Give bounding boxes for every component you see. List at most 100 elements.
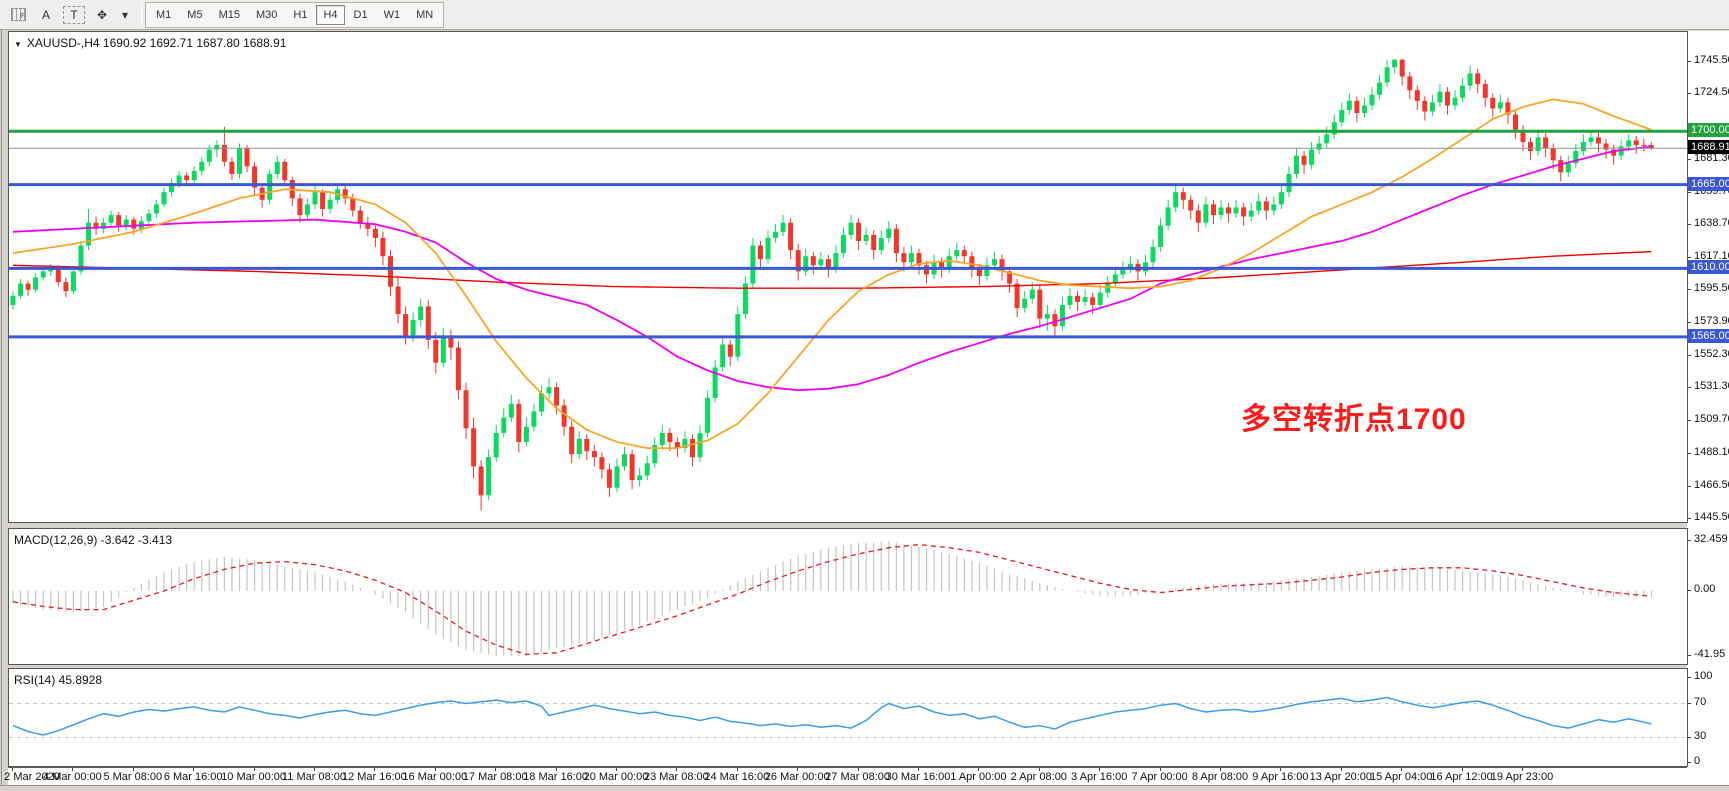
toolbar-separator [141,2,142,27]
main-chart-panel[interactable]: ▼ XAUUSD-,H4 1690.92 1692.71 1687.80 1688… [8,31,1688,523]
time-tick-mark [1401,768,1403,771]
time-tick-label: 27 Mar 08:00 [825,771,891,783]
time-tick-label: 5 Mar 08:00 [103,771,163,783]
time-axis[interactable]: 2 Mar 2020 4 Mar 00:00 5 Mar 08:00 6 Mar 16… [4,767,1687,785]
axis-tick-mark [1687,517,1691,519]
cursor-pointer-icon[interactable]: A [41,7,50,22]
dropdown-caret-icon[interactable]: ▾ [121,7,129,22]
time-tick-mark [555,768,557,771]
timeframe-button-M30[interactable]: M30 [255,8,278,21]
axis-tick-mark [1687,223,1691,225]
window-bottom-border [0,785,1729,791]
level-price-badge: 1610.00 [1688,260,1729,275]
timeframe-button-M1[interactable]: M1 [156,8,172,21]
time-tick-label: 2 Mar 2020 [4,771,60,783]
rsi-chart[interactable] [9,669,1687,766]
time-tick-label: 15 Apr 04:00 [1369,771,1433,783]
price-tick-label: 1595.50 [1694,282,1729,295]
time-tick-mark [857,768,859,771]
axis-tick-mark [1687,322,1691,324]
timeframe-button-H4[interactable]: H4 [316,4,345,25]
time-tick-mark [132,768,134,771]
price-tick-label: 1638.70 [1694,216,1729,229]
time-tick-mark [1159,768,1161,771]
chart-collapse-icon[interactable]: ▼ [14,40,22,49]
time-tick-label: 10 Mar 00:00 [221,771,287,783]
price-tick-label: 1466.50 [1694,478,1729,491]
timeframe-button-M5[interactable]: M5 [187,8,203,21]
chart-grid-icon[interactable]: F [7,4,29,26]
price-tick-label: 1445.50 [1694,510,1729,523]
price-tick-label: 1488.10 [1694,446,1729,459]
axis-tick-mark [1687,256,1691,258]
timeframe-button-W1[interactable]: W1 [383,8,401,21]
time-tick-mark [1038,768,1040,771]
objects-arrows-icon[interactable]: ✥ [96,7,108,22]
time-tick-label: 11 Mar 08:00 [281,771,347,783]
grid-f-glyph: F [10,8,26,21]
timeframe-button-H1[interactable]: H1 [293,8,308,21]
rsi-panel[interactable]: RSI(14) 45.8928 [8,668,1688,767]
price-tick-label: 1724.50 [1694,85,1729,98]
time-tick-label: 4 Mar 00:00 [43,771,102,783]
chart-annotation: 多空转折点1700 [1241,403,1467,436]
price-tick-label: 1552.30 [1694,348,1729,361]
rsi-tick-label: 70 [1694,695,1707,708]
timeframe-button-MN[interactable]: MN [416,8,434,21]
time-tick-label: 19 Apr 23:00 [1490,771,1554,783]
macd-chart[interactable] [9,529,1687,664]
time-tick-label: 17 Mar 08:00 [462,771,528,783]
time-tick-label: 8 Apr 08:00 [1191,771,1249,783]
macd-tick-label: 32.459 [1694,532,1728,545]
time-tick-mark [495,768,497,771]
time-tick-label: 23 Mar 08:00 [643,771,709,783]
time-tick-mark [1220,768,1221,771]
level-price-badge: 1665.00 [1688,176,1729,191]
macd-tick-label: -41.95 [1694,647,1726,660]
time-tick-mark [12,768,13,771]
axis-tick-mark [1687,289,1691,291]
level-price-badge: 1565.00 [1688,328,1729,343]
time-tick-mark [253,768,255,771]
time-tick-mark [434,768,436,771]
axis-tick-mark [1687,387,1691,389]
text-tool-icon[interactable]: T [63,5,85,24]
axis-tick-mark [1687,702,1691,704]
axis-tick-mark [1687,453,1691,455]
time-tick-mark [72,768,74,771]
time-tick-label: 13 Apr 20:00 [1309,771,1372,783]
time-tick-mark [1340,768,1342,771]
time-tick-label: 18 Mar 16:00 [523,771,589,783]
axis-tick-mark [1687,736,1691,738]
rsi-label: RSI(14) 45.8928 [14,673,103,687]
price-tick-label: 1531.30 [1694,380,1729,393]
timeframe-group: M1 M5 M15 M30 H1 H4 D1 W1 MN [145,1,445,28]
candlestick-chart[interactable] [9,32,1687,522]
rsi-tick-label: 0 [1694,755,1701,767]
axis-tick-mark [1687,92,1691,94]
timeframe-button-M15[interactable]: M15 [218,8,240,21]
axis-tick-mark [1687,654,1691,656]
time-tick-label: 16 Mar 00:00 [402,771,468,783]
axis-tick-mark [1687,485,1691,487]
rsi-tick-label: 100 [1694,670,1713,682]
axis-tick-mark [1687,61,1691,62]
time-tick-label: 24 Mar 16:00 [704,771,770,783]
time-tick-label: 1 Apr 00:00 [950,771,1007,783]
price-tick-label: 1681.30 [1694,151,1729,164]
timeframe-button-D1[interactable]: D1 [353,8,368,21]
time-tick-label: 2 Apr 08:00 [1010,771,1067,783]
price-axis-column[interactable]: 1745.501724.501681.301659.701638.701617.… [1687,31,1729,785]
toolbar: F A T ✥ ▾ M1 M5 M15 M30 H1 H4 D1 W1 MN [0,0,1729,30]
price-tick-label: 1745.50 [1694,54,1729,66]
macd-label: MACD(12,26,9) -3.642 -3.413 [14,533,173,547]
time-tick-label: 16 Apr 12:00 [1430,771,1493,783]
time-tick-mark [193,768,195,771]
axis-tick-mark [1687,191,1691,193]
tool-icons-group: F A T ✥ ▾ [0,0,138,30]
time-tick-mark [1461,768,1463,771]
macd-panel[interactable]: MACD(12,26,9) -3.642 -3.413 [8,528,1688,665]
chart-title-text: XAUUSD-,H4 1690.92 1692.71 1687.80 1688.… [26,36,287,50]
axis-tick-mark [1687,590,1691,591]
